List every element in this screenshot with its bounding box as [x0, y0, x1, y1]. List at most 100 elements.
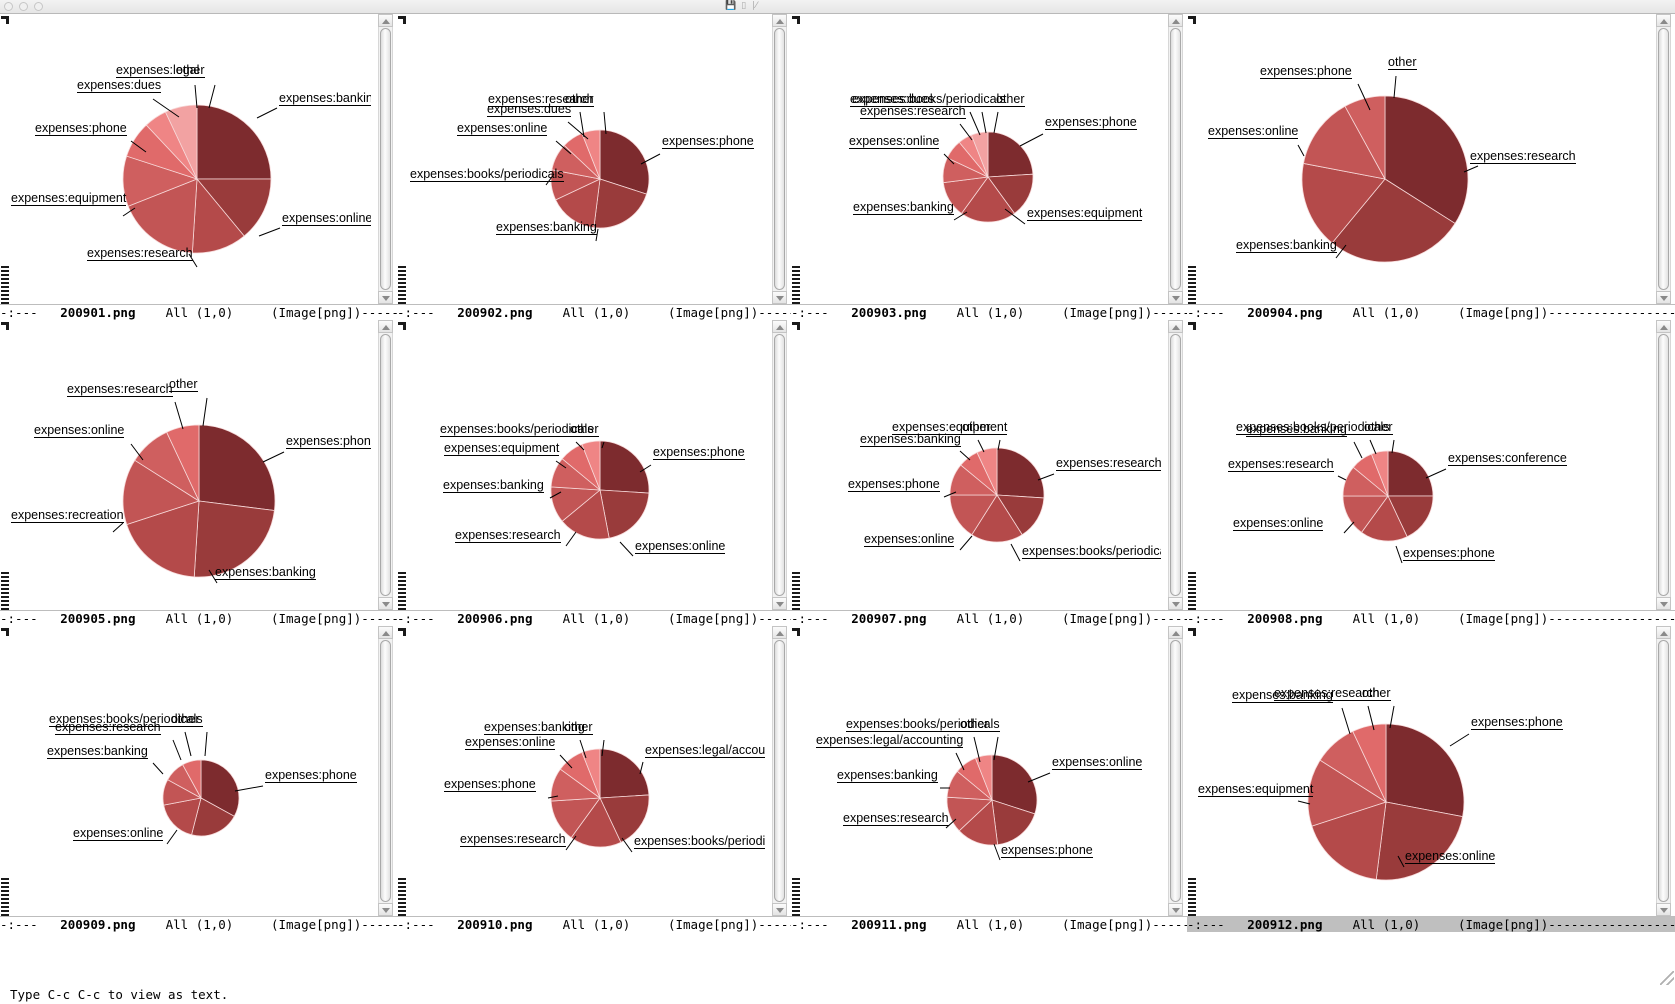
scroll-up-arrow-icon[interactable] [378, 626, 393, 639]
scroll-up-arrow-icon[interactable] [1168, 14, 1183, 27]
vertical-scrollbar[interactable] [1649, 626, 1675, 916]
window-controls[interactable] [4, 2, 43, 11]
scrollbar-thumb[interactable] [1658, 640, 1669, 902]
mode-line-buffer-name[interactable]: 200907.png [851, 611, 927, 626]
emacs-window-200907[interactable]: expenses:research expenses:books/periodic… [791, 320, 1187, 626]
mode-line[interactable]: -:--- 200902.png All (1,0) (Image[png])-… [397, 304, 791, 320]
minimize-dot-icon[interactable] [19, 2, 28, 11]
emacs-window-200904[interactable]: expenses:research expenses:banking expense… [1187, 14, 1675, 320]
scroll-down-arrow-icon[interactable] [772, 903, 787, 916]
scroll-up-arrow-icon[interactable] [1168, 320, 1183, 333]
scrollbar-thumb[interactable] [1170, 640, 1181, 902]
toolbar-center-icons[interactable]: 💾 ▯ ∣⁄ [725, 1, 757, 11]
save-icon[interactable]: 💾 [725, 1, 737, 11]
mode-line-buffer-name[interactable]: 200906.png [457, 611, 533, 626]
mode-line[interactable]: -:--- 200901.png All (1,0) (Image[png])-… [0, 304, 397, 320]
mode-line[interactable]: -:--- 200906.png All (1,0) (Image[png])-… [397, 610, 791, 626]
emacs-window-200902[interactable]: expenses:phone expenses:banking expenses:r… [397, 14, 791, 320]
vertical-scrollbar[interactable] [1649, 14, 1675, 304]
mode-line-buffer-name[interactable]: 200903.png [851, 305, 927, 320]
scroll-down-arrow-icon[interactable] [378, 291, 393, 304]
scrollbar-thumb[interactable] [774, 334, 785, 596]
scrollbar-thumb[interactable] [774, 28, 785, 290]
scroll-up-arrow-icon[interactable] [1168, 626, 1183, 639]
mode-line-buffer-name[interactable]: 200909.png [60, 917, 136, 932]
emacs-window-200911[interactable]: expenses:online expenses:phone expenses:re… [791, 626, 1187, 932]
mode-line-buffer-name[interactable]: 200904.png [1247, 305, 1323, 320]
emacs-window-200908[interactable]: expenses:conference expenses:phone expense… [1187, 320, 1675, 626]
mode-line[interactable]: -:--- 200911.png All (1,0) (Image[png])-… [791, 916, 1187, 932]
vertical-scrollbar[interactable] [1649, 320, 1675, 610]
mode-line-buffer-name[interactable]: 200912.png [1247, 917, 1323, 932]
scroll-up-arrow-icon[interactable] [378, 320, 393, 333]
close-dot-icon[interactable] [4, 2, 13, 11]
image-canvas[interactable]: expenses:phone expenses:online expenses:eq… [1198, 626, 1649, 916]
image-canvas[interactable]: expenses:phone expenses:online expenses:re… [408, 320, 765, 610]
scroll-down-arrow-icon[interactable] [772, 597, 787, 610]
image-canvas[interactable]: expenses:phone expenses:online expenses:ba… [11, 626, 371, 916]
scrollbar-thumb[interactable] [1170, 334, 1181, 596]
scroll-up-arrow-icon[interactable] [1656, 626, 1671, 639]
image-canvas[interactable]: expenses:conference expenses:phone expense… [1198, 320, 1649, 610]
image-canvas[interactable]: expenses:banking expenses:online expenses:… [11, 14, 371, 304]
mode-line[interactable]: -:--- 200905.png All (1,0) (Image[png])-… [0, 610, 397, 626]
scroll-down-arrow-icon[interactable] [772, 291, 787, 304]
scroll-up-arrow-icon[interactable] [772, 626, 787, 639]
vertical-scrollbar[interactable] [765, 320, 791, 610]
image-canvas[interactable]: expenses:phone expenses:banking expenses:r… [11, 320, 371, 610]
image-canvas[interactable]: expenses:research expenses:banking expense… [1198, 14, 1649, 304]
scrollbar-thumb[interactable] [1658, 334, 1669, 596]
vertical-scrollbar[interactable] [1161, 626, 1187, 916]
scroll-up-arrow-icon[interactable] [378, 14, 393, 27]
mode-line-buffer-name[interactable]: 200905.png [60, 611, 136, 626]
vertical-scrollbar[interactable] [371, 14, 397, 304]
vertical-scrollbar[interactable] [765, 626, 791, 916]
scroll-up-arrow-icon[interactable] [772, 14, 787, 27]
mode-line[interactable]: -:--- 200908.png All (1,0) (Image[png])-… [1187, 610, 1675, 626]
scrollbar-thumb[interactable] [774, 640, 785, 902]
vertical-scrollbar[interactable] [1161, 14, 1187, 304]
mode-line[interactable]: -:--- 200910.png All (1,0) (Image[png])-… [397, 916, 791, 932]
scroll-up-arrow-icon[interactable] [772, 320, 787, 333]
emacs-window-200912[interactable]: expenses:phone expenses:online expenses:eq… [1187, 626, 1675, 932]
text-glyph-icon[interactable]: ▯ [741, 1, 747, 11]
scrollbar-thumb[interactable] [380, 28, 391, 290]
scroll-down-arrow-icon[interactable] [1168, 597, 1183, 610]
mode-line-buffer-name[interactable]: 200908.png [1247, 611, 1323, 626]
image-canvas[interactable]: expenses:legal/accounting expenses:books/… [408, 626, 765, 916]
scroll-down-arrow-icon[interactable] [1656, 291, 1671, 304]
vertical-scrollbar[interactable] [371, 320, 397, 610]
mode-line[interactable]: -:--- 200912.png All (1,0) (Image[png])-… [1187, 916, 1675, 932]
scroll-down-arrow-icon[interactable] [378, 597, 393, 610]
scroll-down-arrow-icon[interactable] [1168, 291, 1183, 304]
mode-line-buffer-name[interactable]: 200902.png [457, 305, 533, 320]
mode-line[interactable]: -:--- 200907.png All (1,0) (Image[png])-… [791, 610, 1187, 626]
scroll-up-arrow-icon[interactable] [1656, 320, 1671, 333]
scrollbar-thumb[interactable] [380, 640, 391, 902]
image-canvas[interactable]: expenses:online expenses:phone expenses:re… [802, 626, 1161, 916]
scrollbar-thumb[interactable] [1170, 28, 1181, 290]
image-canvas[interactable]: expenses:research expenses:books/periodic… [802, 320, 1161, 610]
emacs-window-200906[interactable]: expenses:phone expenses:online expenses:re… [397, 320, 791, 626]
scroll-down-arrow-icon[interactable] [1656, 903, 1671, 916]
vertical-scrollbar[interactable] [1161, 320, 1187, 610]
scrollbar-thumb[interactable] [1658, 28, 1669, 290]
scroll-down-arrow-icon[interactable] [1168, 903, 1183, 916]
vertical-scrollbar[interactable] [765, 14, 791, 304]
mode-line[interactable]: -:--- 200909.png All (1,0) (Image[png])-… [0, 916, 397, 932]
emacs-window-200903[interactable]: expenses:phone expenses:equipment expenses… [791, 14, 1187, 320]
cursor-glyph-icon[interactable]: ∣⁄ [751, 1, 758, 11]
mode-line-buffer-name[interactable]: 200910.png [457, 917, 533, 932]
mode-line[interactable]: -:--- 200903.png All (1,0) (Image[png])-… [791, 304, 1187, 320]
emacs-window-200901[interactable]: expenses:banking expenses:online expenses:… [0, 14, 397, 320]
scroll-down-arrow-icon[interactable] [378, 903, 393, 916]
scroll-up-arrow-icon[interactable] [1656, 14, 1671, 27]
emacs-window-200905[interactable]: expenses:phone expenses:banking expenses:r… [0, 320, 397, 626]
resize-grip[interactable] [1660, 971, 1674, 985]
vertical-scrollbar[interactable] [371, 626, 397, 916]
image-canvas[interactable]: expenses:phone expenses:banking expenses:r… [408, 14, 765, 304]
emacs-window-200909[interactable]: expenses:phone expenses:online expenses:ba… [0, 626, 397, 932]
scroll-down-arrow-icon[interactable] [1656, 597, 1671, 610]
scrollbar-thumb[interactable] [380, 334, 391, 596]
image-canvas[interactable]: expenses:phone expenses:equipment expenses… [802, 14, 1161, 304]
